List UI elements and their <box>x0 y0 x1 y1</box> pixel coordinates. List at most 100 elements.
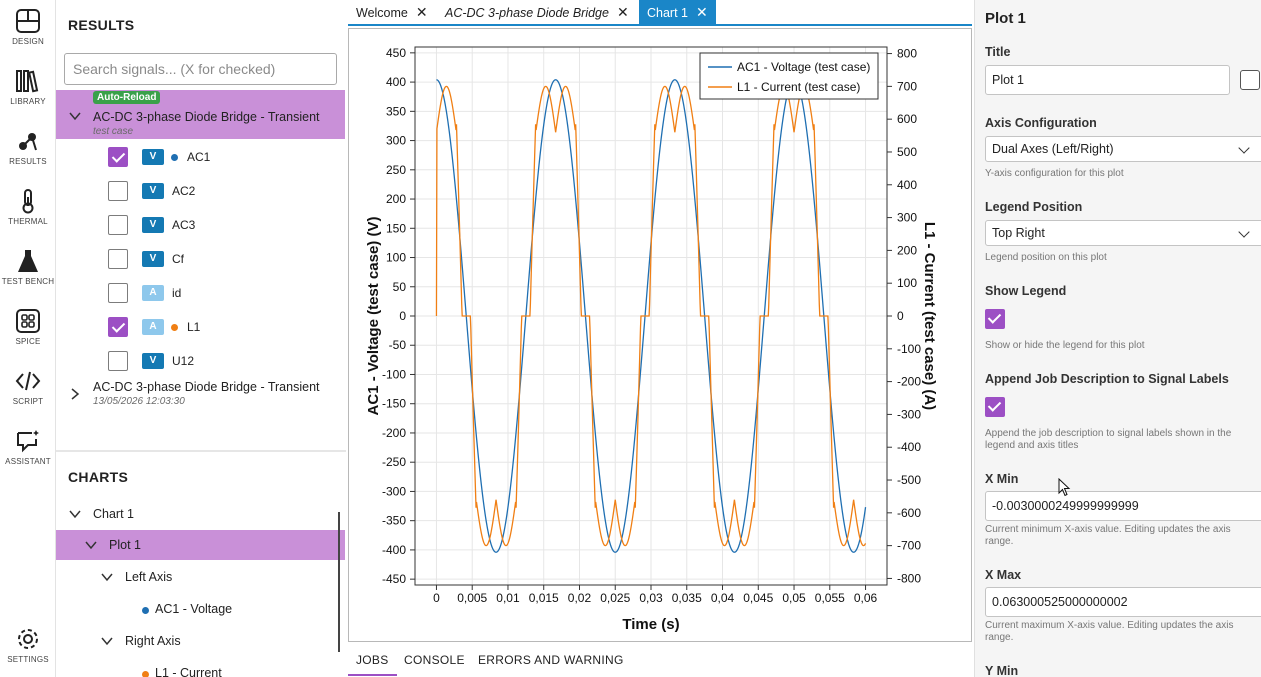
thermometer-icon <box>22 189 34 214</box>
activity-settings-label: SETTINGS <box>7 655 49 664</box>
show-legend-label: Show Legend <box>985 284 1067 298</box>
show-legend-help: Show or hide the legend for this plot <box>985 340 1145 351</box>
job-item-active[interactable]: Auto-Reload AC-DC 3-phase Diode Bridge -… <box>56 90 345 139</box>
legend-box <box>699 52 879 100</box>
y-left-tick-label: -300 <box>382 484 406 498</box>
signal-row-u12[interactable]: V U12 <box>108 350 338 372</box>
tab-diode-bridge[interactable]: AC-DC 3-phase Diode Bridge ✕ <box>437 0 637 24</box>
tab-console[interactable]: CONSOLE <box>404 653 465 667</box>
title-visible-checkbox[interactable] <box>1240 70 1260 90</box>
y-left-tick-label: 100 <box>386 251 406 265</box>
activity-results[interactable]: RESULTS <box>0 128 56 166</box>
signal-row-cf[interactable]: V Cf <box>108 248 338 270</box>
signal-checkbox[interactable] <box>108 215 128 235</box>
activity-settings[interactable]: SETTINGS <box>0 626 56 664</box>
signal-checkbox[interactable] <box>108 147 128 167</box>
signal-name: Cf <box>172 252 184 266</box>
tree-right-signal[interactable]: L1 - Current <box>56 658 345 677</box>
tab-chart-1[interactable]: Chart 1 ✕ <box>639 0 716 24</box>
y-right-tick-label: 0 <box>897 309 904 323</box>
gear-icon <box>18 629 38 649</box>
signal-row-ac3[interactable]: V AC3 <box>108 214 338 236</box>
append-job-help: Append the job description to signal lab… <box>985 428 1232 451</box>
xmax-input[interactable]: 0.063000525000000002 <box>985 587 1261 617</box>
signal-checkbox[interactable] <box>108 317 128 337</box>
y-axis-left-label: AC1 - Voltage (test case) (V) <box>365 217 382 416</box>
chevron-down-icon[interactable] <box>85 539 97 551</box>
design-icon <box>16 9 40 33</box>
signal-row-ac1[interactable]: V AC1 <box>108 146 338 168</box>
tree-scrollbar[interactable] <box>338 512 340 652</box>
close-icon[interactable]: ✕ <box>616 4 629 20</box>
signal-checkbox[interactable] <box>108 181 128 201</box>
x-tick-label: 0,04 <box>711 591 735 605</box>
activity-test-bench-label: TEST BENCH <box>1 277 55 286</box>
y-right-tick-label: 800 <box>897 47 917 61</box>
signal-checkbox[interactable] <box>108 351 128 371</box>
x-tick-label: 0,025 <box>600 591 630 605</box>
activity-assistant-label: ASSISTANT <box>5 457 51 466</box>
activity-test-bench[interactable]: TEST BENCH <box>0 248 56 286</box>
chart-legend: AC1 - Voltage (test case) L1 - Current (t… <box>699 52 879 100</box>
tab-welcome[interactable]: Welcome ✕ <box>348 0 436 24</box>
tree-left-signal[interactable]: AC1 - Voltage <box>56 594 345 624</box>
xmin-label: X Min <box>985 472 1019 486</box>
activity-library[interactable]: LIBRARY <box>0 68 56 106</box>
chevron-down-icon[interactable] <box>101 571 113 583</box>
y-axis-right-label: L1 - Current (test case) (A) <box>921 222 938 410</box>
chevron-down-icon[interactable] <box>101 635 113 647</box>
search-signals-input[interactable] <box>64 53 337 85</box>
x-tick-label: 0,06 <box>854 591 878 605</box>
activity-spice[interactable]: SPICE <box>0 308 56 346</box>
activity-assistant[interactable]: ASSISTANT <box>0 428 56 466</box>
tab-jobs[interactable]: JOBS <box>348 653 396 676</box>
tab-errors[interactable]: ERRORS AND WARNING <box>478 653 624 667</box>
title-label: Title <box>985 45 1011 59</box>
signal-row-id[interactable]: A id <box>108 282 338 304</box>
panel-divider[interactable] <box>56 450 346 452</box>
tab-label: AC-DC 3-phase Diode Bridge <box>445 6 609 20</box>
y-right-tick-label: -500 <box>897 473 921 487</box>
y-left-tick-label: -200 <box>382 426 406 440</box>
tree-left-axis[interactable]: Left Axis <box>56 562 345 592</box>
tree-chart-1[interactable]: Chart 1 <box>56 499 345 529</box>
code-icon <box>15 371 41 391</box>
signal-name: AC1 <box>187 150 211 164</box>
legend-entry: L1 - Current (test case) <box>737 80 860 94</box>
signal-checkbox[interactable] <box>108 249 128 269</box>
close-icon[interactable]: ✕ <box>696 4 708 20</box>
xmin-input[interactable]: -0.0030000249999999999 <box>985 491 1261 521</box>
y-right-tick-label: -400 <box>897 440 921 454</box>
flask-icon <box>18 250 38 272</box>
legend-position-help: Legend position on this plot <box>985 252 1107 263</box>
chevron-right-icon[interactable] <box>69 388 81 400</box>
job-item[interactable]: AC-DC 3-phase Diode Bridge - Transient 1… <box>56 376 345 412</box>
activity-design[interactable]: DESIGN <box>0 8 56 46</box>
chevron-down-icon[interactable] <box>69 110 81 122</box>
legend-position-select[interactable]: Top Right <box>985 220 1261 246</box>
chart-svg: 0 0,005 0,01 0,015 0,02 0,025 0,03 0,035 0,04 0,0… <box>365 46 938 633</box>
chevron-down-icon[interactable] <box>69 508 81 520</box>
activity-results-label: RESULTS <box>9 157 47 166</box>
activity-thermal[interactable]: THERMAL <box>0 188 56 226</box>
y-left-tick-label: 450 <box>386 46 406 60</box>
x-tick-label: 0,035 <box>672 591 702 605</box>
y-right-tick-label: 200 <box>897 243 917 257</box>
show-legend-checkbox[interactable] <box>985 309 1005 329</box>
signal-checkbox[interactable] <box>108 283 128 303</box>
append-job-checkbox[interactable] <box>985 397 1005 417</box>
activity-script[interactable]: SCRIPT <box>0 368 56 406</box>
tab-label: Welcome <box>356 6 408 20</box>
signal-row-ac2[interactable]: V AC2 <box>108 180 338 202</box>
axis-config-select[interactable]: Dual Axes (Left/Right) <box>985 136 1261 162</box>
library-icon <box>16 70 39 93</box>
tree-plot-1[interactable]: Plot 1 <box>56 530 345 560</box>
title-input[interactable]: Plot 1 <box>985 65 1230 95</box>
close-icon[interactable]: ✕ <box>415 4 428 20</box>
signal-name: L1 <box>187 320 201 334</box>
append-job-label: Append Job Description to Signal Labels <box>985 372 1229 386</box>
tree-right-axis[interactable]: Right Axis <box>56 626 345 656</box>
properties-title: Plot 1 <box>985 10 1026 27</box>
signal-row-l1[interactable]: A L1 <box>108 316 338 338</box>
y-right-tick-label: -700 <box>897 539 921 553</box>
